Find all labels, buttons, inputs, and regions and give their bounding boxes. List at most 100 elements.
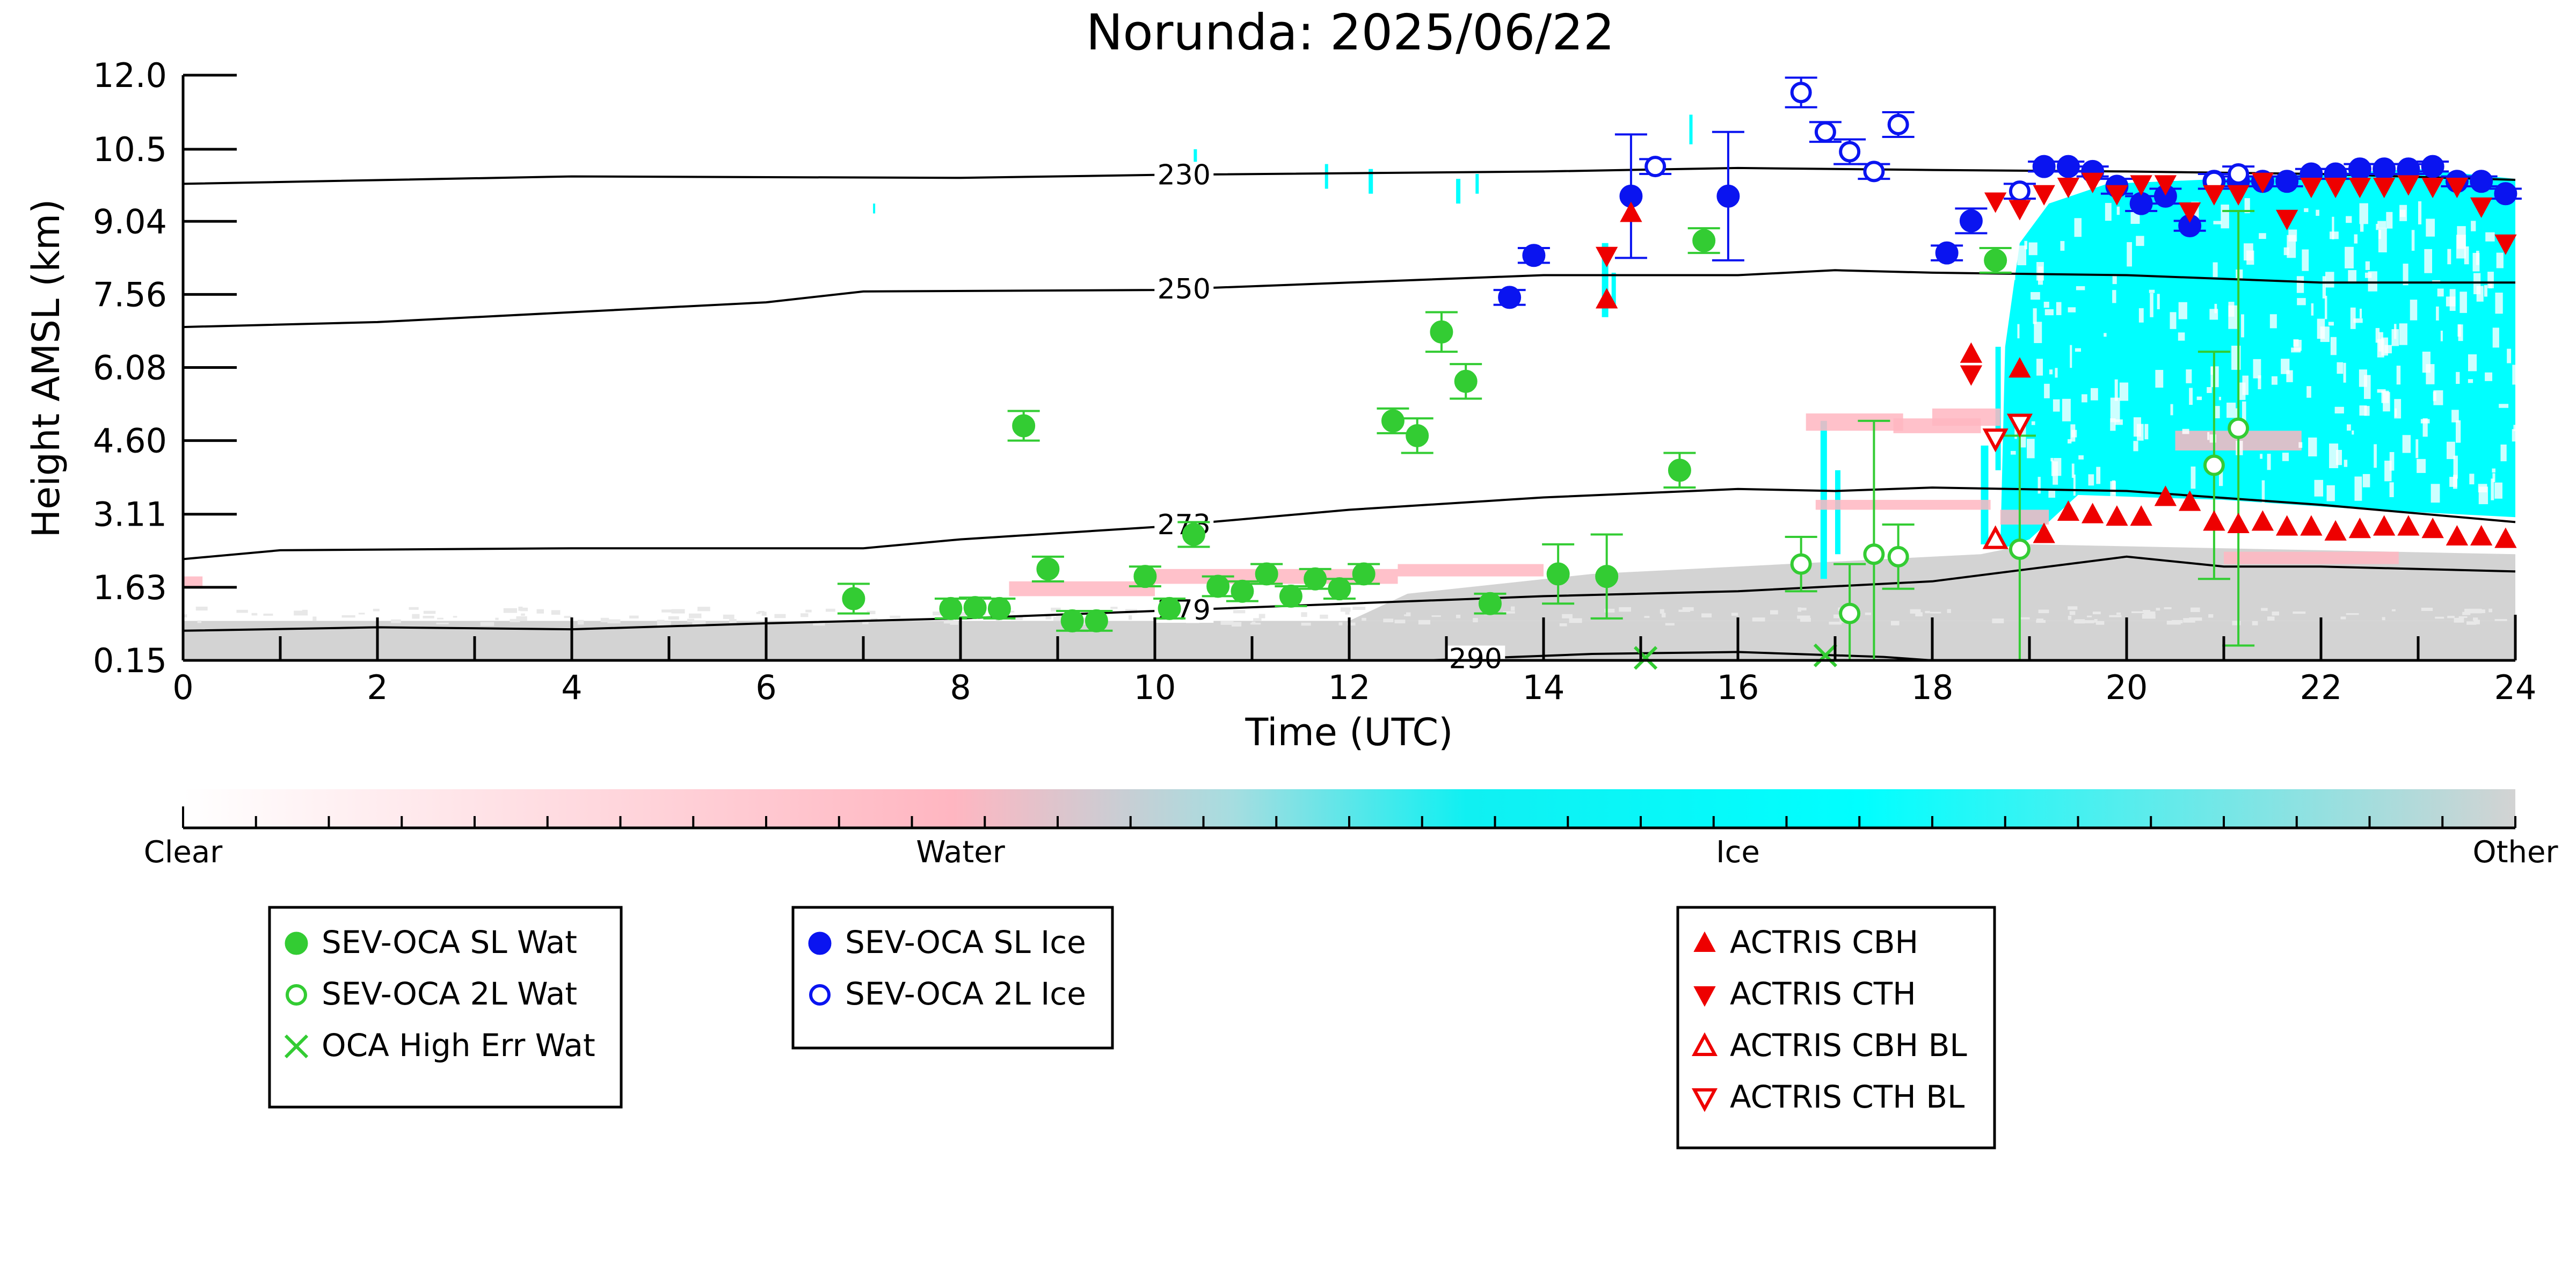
mask-gap (2070, 424, 2076, 442)
data-point (2324, 177, 2347, 199)
data-point (1036, 557, 1060, 581)
mask-gap (2178, 302, 2187, 319)
mask-gap (2424, 249, 2433, 273)
mask-texture (1251, 621, 1256, 624)
mask-gap (2417, 459, 2426, 473)
mask-gap (2431, 484, 2440, 503)
mask-texture (412, 614, 420, 619)
mask-texture (251, 613, 258, 616)
x-axis-ticks: 0 2 4 6 8 10 12 14 16 18 20 22 24 (172, 617, 2536, 707)
mask-gap (2326, 485, 2335, 501)
mask-gap (2328, 322, 2334, 326)
mask-gap (2365, 261, 2370, 270)
legends: SEV-OCA SL Wat SEV-OCA 2L Wat OCA High Err… (268, 906, 1996, 1149)
legend-marker (286, 984, 307, 1006)
mask-gap (2422, 418, 2428, 437)
water-patch (2000, 510, 2049, 525)
x-axis-label: Time (UTC) (1245, 710, 1453, 754)
mask-texture (516, 616, 527, 621)
colorbar-ticks (182, 806, 2516, 828)
mask-texture (2466, 621, 2477, 625)
legend-frame (268, 906, 623, 1109)
ice-streak (1194, 149, 1197, 164)
mask-gap (2446, 296, 2456, 307)
mask-texture (2164, 607, 2172, 609)
y-tick-label: 7.56 (93, 275, 167, 314)
data-point (1231, 579, 1254, 603)
legend-label: SEV-OCA SL Ice (845, 924, 1086, 960)
mask-gap (2259, 233, 2266, 239)
mask-texture (723, 614, 734, 619)
mask-gap (2322, 276, 2326, 299)
data-point (2106, 505, 2128, 526)
data-point (2324, 520, 2347, 541)
mask-texture (692, 620, 706, 625)
mask-texture (520, 607, 528, 612)
mask-texture (1456, 614, 1461, 618)
mask-texture (1644, 616, 1650, 618)
data-point (1478, 592, 1502, 615)
mask-texture (437, 617, 443, 620)
data-point (2494, 234, 2517, 255)
mask-texture (729, 619, 737, 623)
mask-texture (1129, 615, 1132, 620)
legend-item: SEV-OCA SL Ice (808, 924, 1086, 960)
mask-gap (2359, 203, 2368, 224)
contour-label-bg (1154, 276, 1214, 302)
mask-gap (2155, 369, 2164, 388)
contour-279 (183, 555, 2516, 632)
legend-item: ACTRIS CBH BL (1691, 1027, 1967, 1064)
data-point (2300, 515, 2323, 536)
water-patch (1932, 408, 2000, 426)
contour-label-230: 230 (1158, 159, 1211, 191)
mask-gap (2050, 457, 2054, 462)
mask-gap (2055, 368, 2058, 378)
mask-gap (2218, 463, 2223, 486)
data-point (2178, 202, 2201, 223)
mask-texture (453, 616, 457, 618)
data-point (1522, 244, 1546, 267)
mask-texture (657, 620, 665, 624)
ice-streak (1689, 114, 1693, 144)
mask-texture (1473, 618, 1478, 623)
data-point (2227, 185, 2250, 206)
data-point (2228, 163, 2250, 185)
mask-texture (197, 620, 202, 623)
mask-texture (2473, 620, 2480, 624)
mask-gap (2043, 302, 2049, 308)
data-point (1644, 156, 1667, 178)
mask-texture (1562, 614, 1573, 618)
mask-texture (183, 614, 187, 618)
y-tick-label: 0.15 (93, 641, 167, 680)
mask-gap (2031, 421, 2035, 425)
legend-marker (1691, 1032, 1718, 1056)
mask-texture (1752, 617, 1765, 622)
legend-item: ACTRIS CTH (1693, 976, 1916, 1012)
mask-gap (2170, 312, 2177, 329)
mask-gap (2207, 432, 2210, 440)
data-point (1790, 553, 1812, 575)
mask-gap (2027, 439, 2035, 459)
mask-gap (2422, 351, 2431, 373)
mask-gap (2362, 474, 2370, 487)
mask-texture (2454, 617, 2464, 623)
mask-texture (1559, 623, 1567, 627)
mask-texture (1431, 615, 1441, 617)
data-point (2446, 177, 2469, 199)
mask-gap (2178, 332, 2185, 341)
mask-gap (2513, 425, 2521, 432)
mask-gap (2457, 324, 2461, 337)
mask-gap (2304, 208, 2309, 212)
mask-gap (2389, 482, 2394, 497)
y-tick-label: 6.08 (93, 348, 167, 388)
data-point (2057, 500, 2080, 521)
mask-gap (2347, 424, 2351, 431)
mask-gap (2287, 235, 2296, 258)
mask-gap (2260, 454, 2263, 459)
x-tick-label: 4 (561, 668, 582, 707)
mask-gap (2209, 434, 2216, 443)
data-point (2275, 209, 2298, 230)
mask-texture (2190, 607, 2200, 612)
water-patch (1009, 581, 1155, 596)
